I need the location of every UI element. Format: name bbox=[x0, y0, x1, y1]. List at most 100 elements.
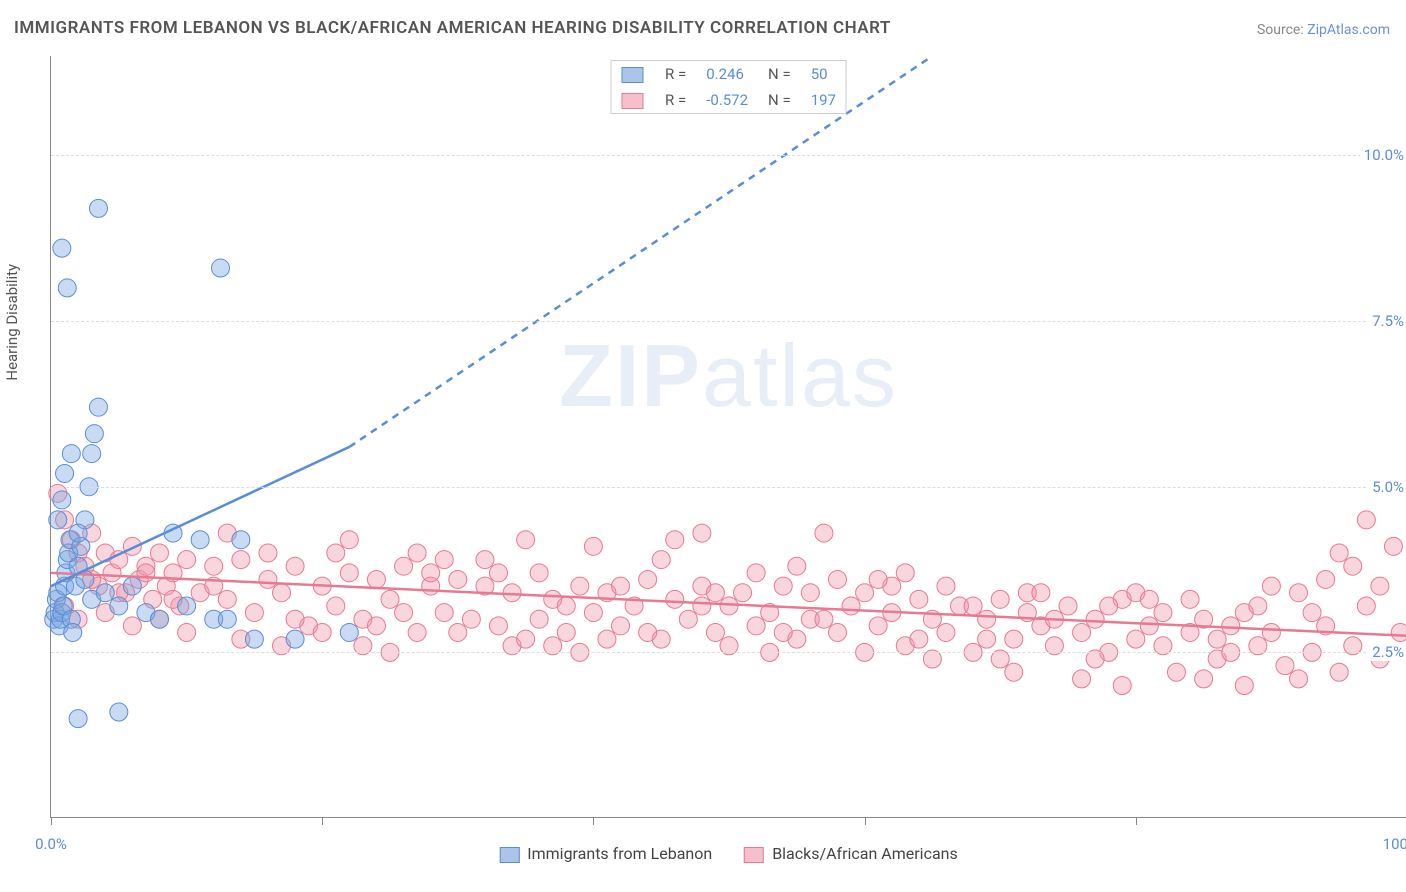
data-point bbox=[788, 557, 806, 575]
legend-r-label: R = bbox=[655, 61, 696, 87]
source-link[interactable]: ZipAtlas.com bbox=[1307, 22, 1390, 38]
gridline bbox=[51, 487, 1406, 488]
data-point bbox=[1005, 630, 1023, 648]
legend-label: Immigrants from Lebanon bbox=[527, 844, 712, 863]
data-point bbox=[137, 564, 155, 582]
legend-table: R =0.246N =50R =-0.572N =197 bbox=[611, 61, 846, 113]
data-point bbox=[327, 544, 345, 562]
data-point bbox=[706, 584, 724, 602]
data-point bbox=[212, 259, 230, 277]
data-point bbox=[58, 279, 76, 297]
y-tick-label: 10.0% bbox=[1360, 146, 1406, 164]
data-point bbox=[449, 623, 467, 641]
data-point bbox=[530, 564, 548, 582]
chart-svg bbox=[51, 56, 1406, 817]
data-point bbox=[205, 557, 223, 575]
data-point bbox=[828, 570, 846, 588]
x-tick bbox=[322, 817, 323, 825]
gridline bbox=[51, 155, 1406, 156]
data-point bbox=[937, 577, 955, 595]
data-point bbox=[435, 551, 453, 569]
legend-r-value: 0.246 bbox=[696, 61, 758, 87]
legend-n-value: 197 bbox=[801, 87, 846, 113]
data-point bbox=[56, 464, 74, 482]
data-point bbox=[1100, 597, 1118, 615]
data-point bbox=[1330, 544, 1348, 562]
data-point bbox=[910, 630, 928, 648]
data-point bbox=[232, 551, 250, 569]
data-point bbox=[69, 524, 87, 542]
data-point bbox=[489, 617, 507, 635]
data-point bbox=[869, 570, 887, 588]
data-point bbox=[340, 564, 358, 582]
data-point bbox=[218, 590, 236, 608]
data-point bbox=[815, 524, 833, 542]
data-point bbox=[273, 584, 291, 602]
data-point bbox=[327, 597, 345, 615]
trend-line bbox=[51, 447, 349, 586]
data-point bbox=[1384, 537, 1402, 555]
y-axis-label: Hearing Disability bbox=[3, 264, 21, 381]
data-point bbox=[747, 617, 765, 635]
data-point bbox=[1154, 604, 1172, 622]
data-point bbox=[720, 597, 738, 615]
data-point bbox=[1073, 623, 1091, 641]
legend-row: R =0.246N =50 bbox=[611, 61, 846, 87]
gridline bbox=[51, 652, 1406, 653]
legend-swatch-cell bbox=[611, 61, 655, 87]
data-point bbox=[1290, 670, 1308, 688]
data-point bbox=[1262, 623, 1280, 641]
legend-item: Blacks/African Americans bbox=[744, 844, 958, 863]
data-point bbox=[367, 570, 385, 588]
data-point bbox=[64, 623, 82, 641]
data-point bbox=[435, 604, 453, 622]
plot-area: ZIPatlas R =0.246N =50R =-0.572N =197 Im… bbox=[50, 56, 1406, 818]
legend-label: Blacks/African Americans bbox=[772, 844, 958, 863]
x-tick bbox=[51, 817, 52, 825]
data-point bbox=[395, 604, 413, 622]
data-point bbox=[1140, 590, 1158, 608]
data-point bbox=[1167, 663, 1185, 681]
data-point bbox=[910, 590, 928, 608]
x-tick-label: 100.0% bbox=[1383, 835, 1406, 853]
data-point bbox=[340, 623, 358, 641]
data-point bbox=[1330, 663, 1348, 681]
data-point bbox=[313, 623, 331, 641]
data-point bbox=[1032, 584, 1050, 602]
data-point bbox=[612, 577, 630, 595]
data-point bbox=[517, 630, 535, 648]
data-point bbox=[62, 445, 80, 463]
data-point bbox=[123, 617, 141, 635]
data-point bbox=[245, 630, 263, 648]
data-point bbox=[218, 610, 236, 628]
legend-swatch bbox=[499, 847, 519, 863]
data-point bbox=[150, 610, 168, 628]
data-point bbox=[367, 617, 385, 635]
data-point bbox=[286, 630, 304, 648]
data-point bbox=[232, 531, 250, 549]
legend-n-label: N = bbox=[758, 61, 801, 87]
data-point bbox=[1235, 676, 1253, 694]
trend-line bbox=[349, 56, 932, 447]
data-point bbox=[978, 630, 996, 648]
data-point bbox=[978, 610, 996, 628]
data-point bbox=[408, 623, 426, 641]
data-point bbox=[245, 604, 263, 622]
data-point bbox=[1208, 630, 1226, 648]
data-point bbox=[530, 610, 548, 628]
data-point bbox=[774, 577, 792, 595]
data-point bbox=[110, 703, 128, 721]
data-point bbox=[693, 597, 711, 615]
data-point bbox=[1086, 610, 1104, 628]
data-point bbox=[1113, 676, 1131, 694]
data-point bbox=[53, 239, 71, 257]
data-point bbox=[53, 491, 71, 509]
data-point bbox=[1290, 584, 1308, 602]
data-point bbox=[612, 617, 630, 635]
data-point bbox=[1222, 617, 1240, 635]
data-point bbox=[422, 564, 440, 582]
data-point bbox=[1276, 657, 1294, 675]
data-point bbox=[286, 557, 304, 575]
data-point bbox=[666, 531, 684, 549]
data-point bbox=[259, 544, 277, 562]
